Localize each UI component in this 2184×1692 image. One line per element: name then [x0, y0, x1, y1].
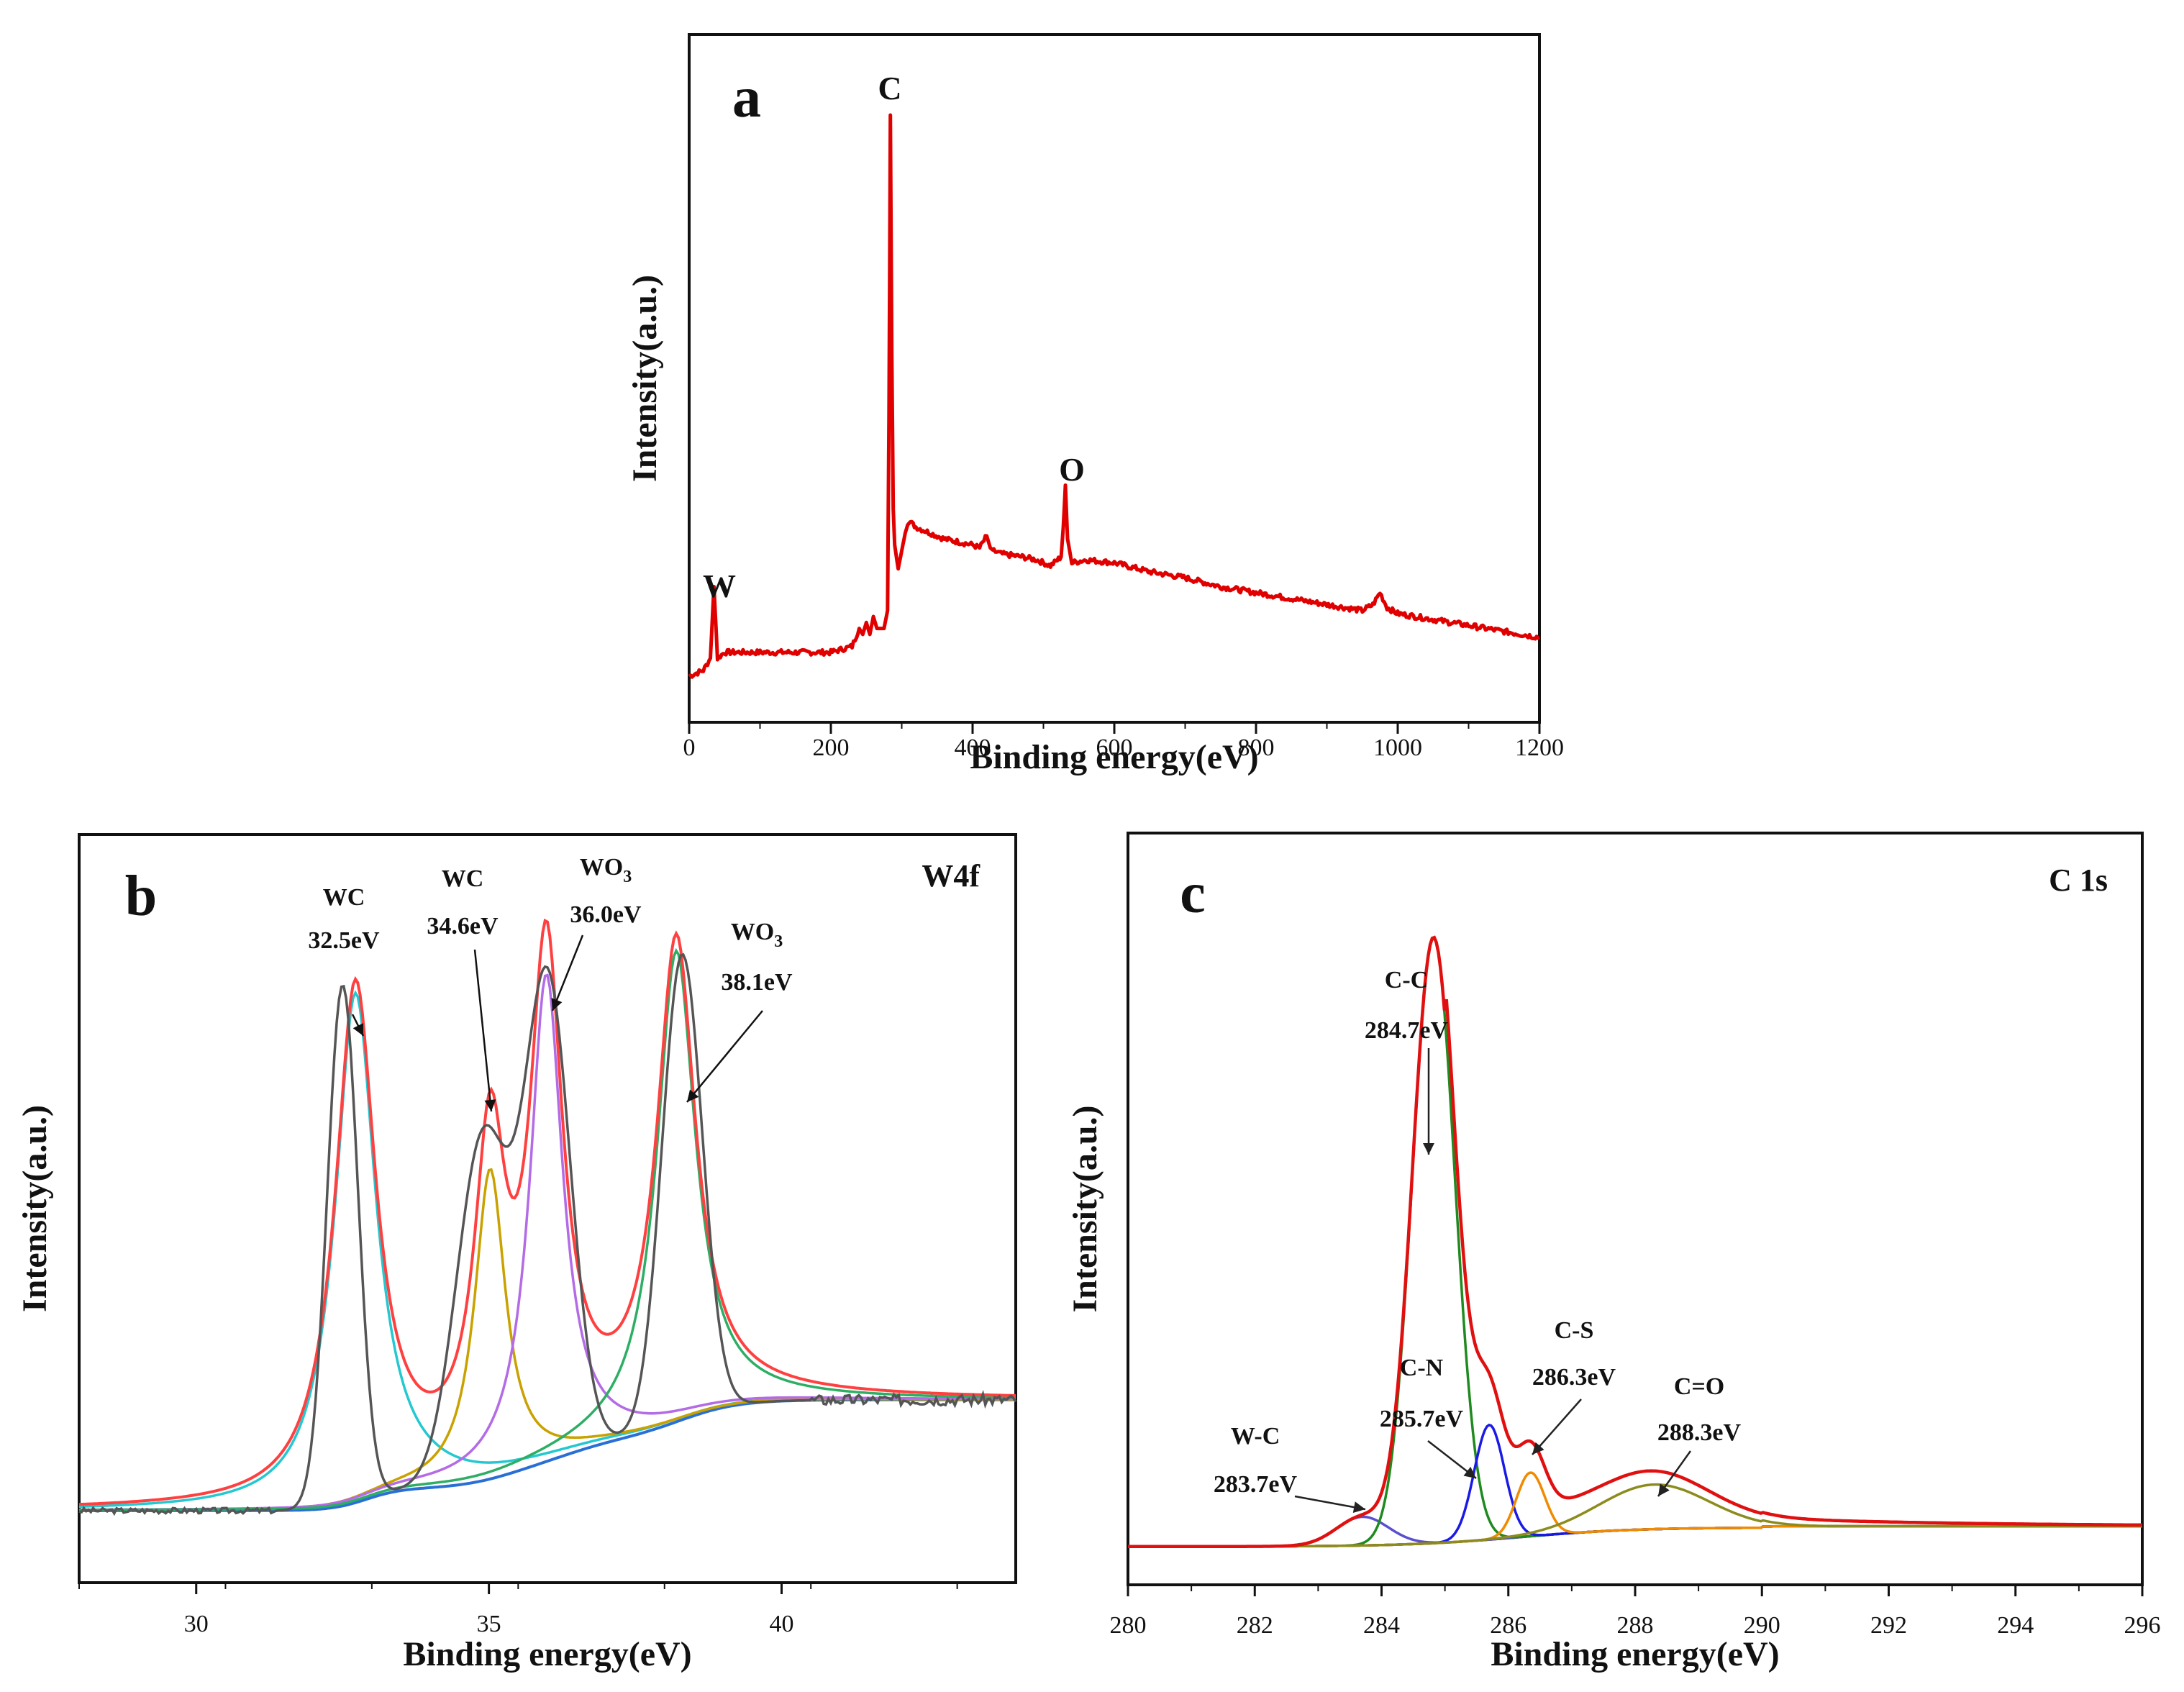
annotation-arrow-line [1532, 1398, 1582, 1455]
peak-energy-label: 285.7eV [1380, 1406, 1464, 1432]
annotation-arrow-line [1294, 1495, 1366, 1511]
peak-energy-label: 34.6eV [427, 913, 499, 940]
annotation-arrow-head [1532, 1442, 1544, 1455]
series-line-envelope [78, 918, 1016, 1506]
peak-species-label: C-S [1555, 1317, 1594, 1344]
region-label-b: W4f [922, 858, 980, 893]
x-tick-label-c: 288 [1617, 1612, 1654, 1639]
series-line-wo3-36-0 [79, 973, 1016, 1511]
peak-energy-label: 36.0eV [570, 901, 642, 928]
peak-species-label: C=O [1674, 1373, 1724, 1400]
y-axis-label-c: Intensity(a.u.) [1066, 1105, 1104, 1312]
peak-energy-label: 283.7eV [1214, 1471, 1298, 1498]
annotation-arrow-head [1352, 1501, 1365, 1513]
peak-label-o: O [1059, 451, 1085, 488]
annotation-arrow-head [1658, 1483, 1670, 1496]
peak-energy-label: 32.5eV [308, 927, 380, 954]
x-tick-label-b: 30 [184, 1611, 209, 1637]
series-line-envelope [1128, 935, 2142, 1549]
series-line-w-c [1128, 1515, 2142, 1548]
x-axis-label-a: Binding energy(eV) [970, 738, 1258, 776]
y-axis-label-a: Intensity(a.u.) [626, 275, 664, 482]
panel-letter-b: b [125, 865, 158, 928]
peak-species-label: W-C [1231, 1423, 1280, 1450]
x-axis-label-b: Binding energy(eV) [403, 1635, 691, 1673]
series-line-wo3-38-1 [79, 947, 1016, 1511]
annotation-arrow-line [686, 1010, 763, 1103]
panel-letter-a: a [732, 66, 761, 129]
x-tick-label-c: 286 [1490, 1612, 1526, 1639]
peak-energy-label: 284.7eV [1365, 1017, 1449, 1044]
peak-energy-label: 38.1eV [721, 969, 793, 996]
x-tick-label-c: 294 [1997, 1612, 2034, 1639]
peak-energy-label: 286.3eV [1532, 1364, 1616, 1391]
x-tick-label-c: 284 [1363, 1612, 1400, 1639]
annotation-arrow-head [484, 1099, 496, 1111]
x-axis-label-c: Binding energy(eV) [1491, 1635, 1779, 1673]
x-tick-label-c: 280 [1110, 1612, 1147, 1639]
x-tick-label-a: 200 [813, 734, 850, 761]
y-axis-label-b: Intensity(a.u.) [16, 1105, 54, 1312]
annotation-arrow-head [1463, 1466, 1476, 1478]
annotation-arrow-head [352, 1023, 363, 1036]
series-line-wc-32-5 [78, 990, 1016, 1509]
annotation-arrow-line [473, 949, 493, 1112]
x-tick-label-a: 1000 [1373, 734, 1422, 761]
x-tick-label-b: 35 [477, 1611, 501, 1637]
annotation-arrow-line [551, 934, 584, 1011]
peak-species-label: WO3 [580, 854, 632, 886]
x-tick-label-c: 282 [1237, 1612, 1273, 1639]
peak-label-c: C [878, 70, 901, 106]
peak-species-label: WC [442, 865, 484, 892]
x-tick-label-c: 290 [1744, 1612, 1780, 1639]
region-label-c: C 1s [2049, 863, 2108, 898]
peak-species-label: C-C [1385, 967, 1428, 993]
series-line-wc-34-6 [78, 1168, 1016, 1511]
x-tick-label-b: 40 [770, 1611, 794, 1637]
x-tick-label-a: 800 [1238, 734, 1275, 761]
x-tick-label-c: 296 [2124, 1612, 2161, 1639]
x-tick-label-a: 400 [955, 734, 991, 761]
series-line-survey [688, 113, 1541, 679]
series-line-c-c [1128, 937, 2142, 1548]
annotation-arrow-head [551, 998, 563, 1011]
peak-energy-label: 288.3eV [1657, 1419, 1742, 1446]
peak-label-w: W [703, 568, 736, 604]
annotation-arrow-head [1423, 1143, 1434, 1155]
peak-species-label: C-N [1400, 1355, 1444, 1381]
x-tick-label-c: 292 [1870, 1612, 1907, 1639]
annotation-arrow-head [687, 1089, 699, 1102]
peak-species-label: WC [323, 884, 365, 911]
plot-frame-b [78, 833, 1017, 1584]
panel-letter-c: c [1180, 862, 1206, 925]
x-tick-label-a: 0 [683, 734, 696, 761]
x-tick-label-a: 1200 [1515, 734, 1564, 761]
plot-frame-a [688, 33, 1541, 724]
x-tick-label-a: 600 [1096, 734, 1133, 761]
peak-species-label: WO3 [731, 919, 783, 951]
series-line-raw [78, 952, 1017, 1516]
